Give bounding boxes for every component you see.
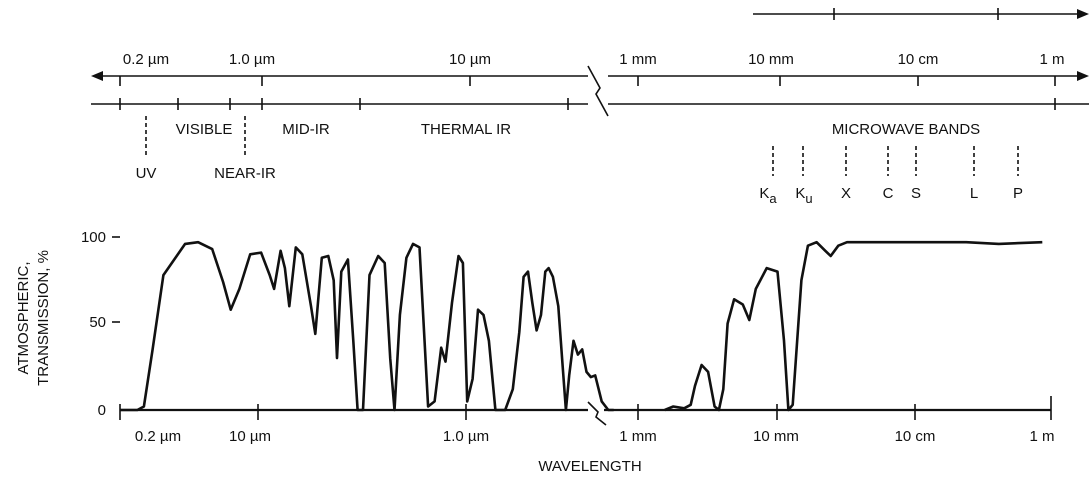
top-scale-label-4: 1 mm — [619, 51, 657, 68]
scale-right-arrow-head — [1077, 71, 1089, 81]
y-axis-label-line-1: ATMOSPHERIC, — [15, 261, 32, 374]
top-partial-arrow-head — [1077, 9, 1089, 19]
band-x-label: X — [841, 185, 851, 202]
y-tick-label-100: 100 — [81, 229, 106, 246]
band-s-label: S — [911, 185, 921, 202]
top-scale-label-7: 1 m — [1039, 51, 1064, 68]
region-uv-label: UV — [136, 165, 157, 182]
region-microwave-label: MICROWAVE BANDS — [832, 121, 980, 138]
x-tick-label-3: 1.0 µm — [443, 428, 489, 445]
x-tick-label-1: 0.2 µm — [135, 428, 181, 445]
y-axis: ATMOSPHERIC, TRANSMISSION, % 100 50 0 — [15, 229, 120, 419]
y-tick-label-50: 50 — [89, 314, 106, 331]
x-axis: 0.2 µm 10 µm 1.0 µm 1 mm 10 mm 10 cm 1 m… — [119, 396, 1055, 475]
band-ku-label: Ku — [795, 185, 812, 206]
transmission-curve-optical-infrared — [120, 240, 614, 412]
y-tick-label-0: 0 — [98, 402, 106, 419]
top-scale-label-2: 1.0 µm — [229, 51, 275, 68]
scale-break-mark — [587, 65, 609, 117]
x-axis-label: WAVELENGTH — [538, 458, 641, 475]
transmission-curve-group — [120, 240, 1043, 412]
x-tick-label-7: 1 m — [1029, 428, 1054, 445]
top-wavelength-scale: 0.2 µm 1.0 µm 10 µm 1 mm 10 mm 10 cm 1 m — [91, 8, 1089, 117]
y-axis-label-line-2: TRANSMISSION, % — [35, 250, 52, 386]
band-ka-label: Ka — [759, 185, 777, 206]
band-ku-base: K — [795, 185, 805, 202]
top-scale-label-6: 10 cm — [898, 51, 939, 68]
band-p-label: P — [1013, 185, 1023, 202]
region-near-ir-label: NEAR-IR — [214, 165, 276, 182]
microwave-band-markers: Ka Ku X C S L P — [759, 146, 1023, 206]
top-scale-label-1: 0.2 µm — [123, 51, 169, 68]
x-axis-break-mark — [587, 401, 607, 426]
band-ka-sub: a — [769, 191, 777, 206]
x-tick-label-6: 10 cm — [895, 428, 936, 445]
top-scale-label-3: 10 µm — [449, 51, 491, 68]
transmission-curve-microwave — [664, 240, 1043, 412]
band-l-label: L — [970, 185, 978, 202]
x-tick-label-4: 1 mm — [619, 428, 657, 445]
x-tick-label-2: 10 µm — [229, 428, 271, 445]
x-tick-label-5: 10 mm — [753, 428, 799, 445]
region-mid-ir-label: MID-IR — [282, 121, 330, 138]
top-scale-label-5: 10 mm — [748, 51, 794, 68]
scale-left-arrow-head — [91, 71, 103, 81]
spectral-regions: VISIBLE MID-IR THERMAL IR UV NEAR-IR MIC… — [136, 116, 980, 182]
band-ku-sub: u — [805, 191, 812, 206]
region-visible-label: VISIBLE — [176, 121, 233, 138]
band-ka-base: K — [759, 185, 769, 202]
region-thermal-ir-label: THERMAL IR — [421, 121, 511, 138]
band-c-label: C — [883, 185, 894, 202]
